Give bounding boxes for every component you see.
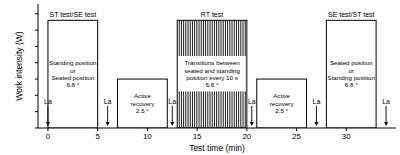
stage-text: position every 10 s [186, 74, 238, 81]
stage-text: 6.8 ° [66, 81, 79, 88]
stage-box [48, 20, 98, 128]
la-arrow [172, 106, 173, 123]
x-tick-label: 10 [143, 132, 152, 141]
la-arrow [47, 106, 48, 123]
stage-box [177, 20, 247, 128]
stage-label: SE test/ST test [328, 11, 375, 18]
la-samples: La La La La La La [44, 98, 390, 126]
x-tick-label: 5 [95, 132, 100, 141]
stage-text: seated and standing [184, 67, 240, 74]
arrow-head [46, 122, 50, 126]
la-label: La [44, 98, 52, 105]
la-arrow [316, 106, 317, 123]
x-tick [346, 128, 347, 131]
arrow-head [106, 122, 110, 126]
x-tick [246, 128, 247, 131]
y-tick [35, 111, 38, 112]
x-tick-label: 30 [342, 132, 351, 141]
stage-label: RT test [201, 11, 223, 18]
x-tick-label: 0 [46, 132, 51, 141]
stage-box [118, 79, 168, 128]
stage-text: 6.8 ° [206, 81, 219, 88]
stage-box [326, 20, 376, 128]
axes: 0 5 10 15 20 25 30 Test time (min) Work intensit… [14, 4, 396, 153]
stage-text: recovery [270, 100, 295, 107]
la-arrow [251, 106, 252, 123]
stage-text: recovery [131, 100, 156, 107]
stage-text: or [348, 67, 354, 74]
y-tick [35, 95, 38, 96]
y-tick [35, 13, 38, 14]
x-axis-title: Test time (min) [189, 143, 245, 153]
stage-text: 6.8 ° [345, 81, 358, 88]
x-tick-label: 25 [292, 132, 301, 141]
arrow-head [250, 122, 254, 126]
y-tick [35, 62, 38, 63]
x-tick [97, 128, 98, 131]
la-label: La [104, 98, 112, 105]
y-axis-title: Work intensity (W) [14, 31, 24, 100]
stage-text: or [70, 67, 76, 74]
arrow-head [314, 122, 318, 126]
la-arrow [107, 106, 108, 123]
stage-text: Standing position [328, 74, 376, 81]
la-arrow [386, 106, 387, 123]
x-tick-label: 15 [193, 132, 202, 141]
y-tick [35, 128, 38, 129]
stage-text: Active [134, 92, 151, 99]
x-tick [47, 128, 48, 131]
chart: Standing positionorSeated position6.8 °S… [0, 0, 400, 155]
la-label: La [168, 98, 176, 105]
stage-text: 2.5 ° [275, 107, 288, 114]
stage-text: Standing position [49, 59, 97, 66]
arrow-head [384, 122, 388, 126]
x-tick-label: 20 [242, 132, 251, 141]
stripes [178, 20, 246, 128]
stage-text: Transitions between [184, 59, 240, 66]
la-label: La [248, 98, 256, 105]
stage-text: 2.5 ° [136, 107, 149, 114]
x-tick [296, 128, 297, 131]
stage-text: Seated position [330, 59, 373, 66]
y-tick [35, 79, 38, 80]
stage-box [257, 79, 307, 128]
stage-text: Seated position [51, 74, 94, 81]
text-background [178, 56, 246, 91]
x-tick [147, 128, 148, 131]
y-tick [35, 46, 38, 47]
stage-text: Active [273, 92, 290, 99]
y-axis [38, 4, 39, 128]
arrow-head [170, 122, 174, 126]
x-tick [197, 128, 198, 131]
stages [48, 20, 376, 128]
stage-label: ST test/SE test [50, 11, 97, 18]
x-axis [38, 128, 396, 129]
texts: Standing positionorSeated position6.8 °S… [49, 11, 375, 114]
la-label: La [313, 98, 321, 105]
la-label: La [382, 98, 390, 105]
y-tick [35, 30, 38, 31]
